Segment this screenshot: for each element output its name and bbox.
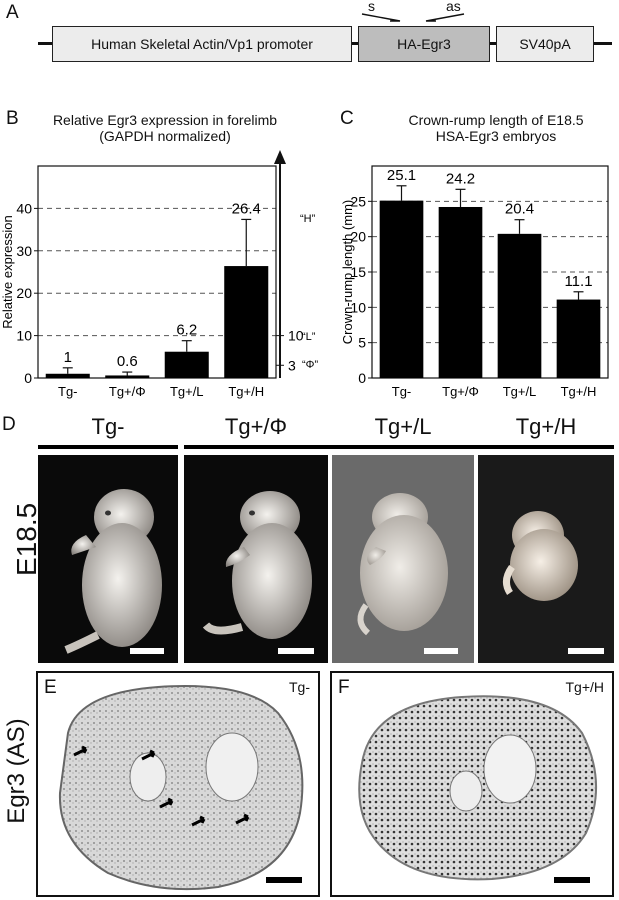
embryo-photo-tg-minus [38,455,178,663]
side-scale-arrowhead [274,150,286,164]
primer-s-label: s [368,0,375,14]
chart-b-title-line2: (GAPDH normalized) [99,128,231,144]
gene-box: HA-Egr3 [358,26,490,62]
y-tick-label: 25 [350,193,366,209]
side-scale-level: “Φ” [302,359,318,371]
y-axis-label: Relative expression [0,215,15,328]
y-tick-label: 10 [16,328,32,344]
value-label: 25.1 [387,167,416,184]
section-tag-right: Tg+/H [565,679,604,695]
y-tick-label: 0 [358,370,366,386]
side-scale-tick-label: 10 [288,328,304,344]
embryo-photo-tg-h [478,455,614,663]
group-header-tg-l: Tg+/L [374,414,432,439]
scale-bar [278,648,314,654]
section-tag-left: Tg- [289,679,310,695]
x-tick-label: Tg+/H [561,384,597,399]
group-header-tg-phi: Tg+/Φ [224,414,288,439]
value-label: 26.4 [232,200,261,217]
panel-label-b: B [6,108,19,129]
y-tick-label: 0 [24,370,32,386]
panel-label-f: F [338,677,350,698]
panel-label-a: A [6,2,19,23]
x-tick-label: Tg- [392,384,412,399]
bar [379,200,424,378]
value-label: 24.2 [446,170,475,187]
x-tick-label: Tg+/H [228,384,264,399]
arrow-icon [159,797,174,809]
promoter-box: Human Skeletal Actin/Vp1 promoter [52,26,352,62]
arrow-icon [73,745,88,757]
scale-bar [130,648,164,654]
group-bar-tg-minus [38,445,178,449]
panel-label-d: D [2,414,16,435]
value-label: 20.4 [505,201,534,218]
y-tick-label: 10 [350,299,366,315]
primer-arrows [361,13,465,22]
primer-s-arrow [361,13,401,22]
group-header-tg-minus: Tg- [91,414,125,439]
section-panel-e: E Tg- [36,671,320,897]
y-tick-label: 30 [16,243,32,259]
x-tick-label: Tg+/L [503,384,537,399]
section-panel-f: F Tg+/H [330,671,614,897]
chart-b-title-line1: Relative Egr3 expression in forelimb [52,112,278,128]
bar [105,375,150,378]
chart-c-title-line1: Crown-rump length of E18.5 [408,112,584,128]
value-label: 0.6 [117,353,138,370]
bar [556,299,601,378]
y-axis-label: Crown-rump length (mm) [340,200,355,344]
x-tick-label: Tg- [58,384,78,399]
value-label: 6.2 [176,322,197,339]
section-row-label: Egr3 (AS) [3,718,30,824]
y-tick-label: 20 [350,229,366,245]
arrow-icon [141,749,156,761]
scale-bar [554,877,590,883]
y-tick-label: 20 [16,285,32,301]
y-tick-label: 40 [16,200,32,216]
plot-frame [37,165,277,379]
embryo-photo-tg-l [332,455,474,663]
x-tick-label: Tg+/Φ [442,384,479,399]
arrow-icon [235,813,250,825]
embryo-photo-tg-phi [184,455,328,663]
side-scale-level: “H” [300,213,316,225]
scale-bar [568,648,604,654]
group-bar-tg-plus [184,445,614,449]
panel-label-c: C [340,108,354,129]
side-scale-level: “L” [302,331,316,343]
panel-label-e: E [44,677,57,698]
scale-bar [266,877,302,883]
x-tick-label: Tg+/L [170,384,204,399]
group-header-tg-h: Tg+/H [515,414,577,439]
value-label: 11.1 [564,273,592,290]
polya-box: SV40pA [496,26,594,62]
chart-c-title-line2: HSA-Egr3 embryos [435,128,557,144]
bar [438,206,483,378]
scale-bar [424,648,458,654]
y-tick-label: 15 [350,264,366,280]
primer-as-arrow [425,13,465,22]
value-label: 1 [64,349,72,366]
primer-as-label: as [446,0,461,14]
side-scale-tick-label: 3 [288,357,296,373]
y-tick-label: 5 [358,335,366,351]
bar [164,351,209,378]
bar [497,233,542,378]
arrow-icon [191,815,206,827]
bar [45,373,90,378]
x-tick-label: Tg+/Φ [109,384,146,399]
bar [224,266,269,378]
